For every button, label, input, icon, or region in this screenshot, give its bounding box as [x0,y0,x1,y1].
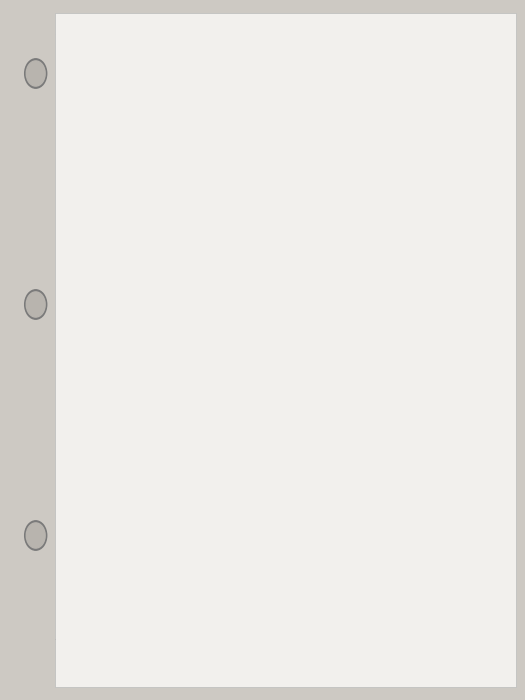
Text: $q_2$: $q_2$ [274,312,285,323]
Text: The distance between the charges is doubled: The distance between the charges is doub… [118,174,356,183]
Text: 2.: 2. [74,148,85,159]
Text: c.: c. [101,242,111,252]
Text: Electric Charges, Forces and Fields: Electric Charges, Forces and Fields [155,51,416,64]
Text: Two like charges are separated by some distance. Describe quantitatively what
wi: Two like charges are separated by some d… [94,148,512,168]
Text: $q_1$: $q_1$ [237,312,249,323]
Text: The distance between the charges is halved: The distance between the charges is halv… [118,209,349,217]
Text: a.: a. [101,174,111,185]
Text: One of the charges is replaced by a charge of the same magnitude but
opposite si: One of the charges is replaced by a char… [118,242,488,262]
Text: b.: b. [101,209,112,218]
Text: Charged objects.: Charged objects. [65,134,159,143]
Text: Partners: Mia ripe: Partners: Mia ripe [369,26,448,35]
Text: Find the magnitude and direction of the electric field at the position of q₁ pro: Find the magnitude and direction of the … [94,426,505,446]
Text: $\theta$: $\theta$ [242,270,249,283]
Text: 4.: 4. [74,426,85,437]
Text: Lab 1:  Electric Charges, Forces, and Fields: Lab 1: Electric Charges, Forces, and Fie… [74,645,328,656]
Text: $F_{21}$: $F_{21}$ [195,326,209,338]
Text: $\theta$: $\theta$ [265,270,272,283]
Text: Homework For Lab 1: Homework For Lab 1 [208,41,363,54]
Text: to the experiment and observe their interactions with each other or different: to the experiment and observe their inte… [65,115,493,125]
Text: $F_g = m_1g$: $F_g = m_1g$ [228,386,269,399]
Text: I would try to connect the tape or stick it together and pull them apart Sim(os: I would try to connect the tape or stick… [65,96,499,106]
Text: Charge q₂ is 2.5 × 10⁻⁹ C and charge q₁ has mass 0.20 g. The separation r is
5.0: Charge q₂ is 2.5 × 10⁻⁹ C and charge q₁ … [94,279,498,300]
Text: 3.: 3. [74,279,85,290]
Text: You have two charged pieces of Scotch Magic® tape. How would you deter-
mine if : You have two charged pieces of Scotch Ma… [94,64,496,96]
Text: Name: Alexis  Huger: Name: Alexis Huger [110,26,203,35]
Text: Date:  7/00/10: Date: 7/00/10 [262,26,328,35]
Text: 1.: 1. [74,64,85,75]
Text: $r$: $r$ [258,345,265,356]
